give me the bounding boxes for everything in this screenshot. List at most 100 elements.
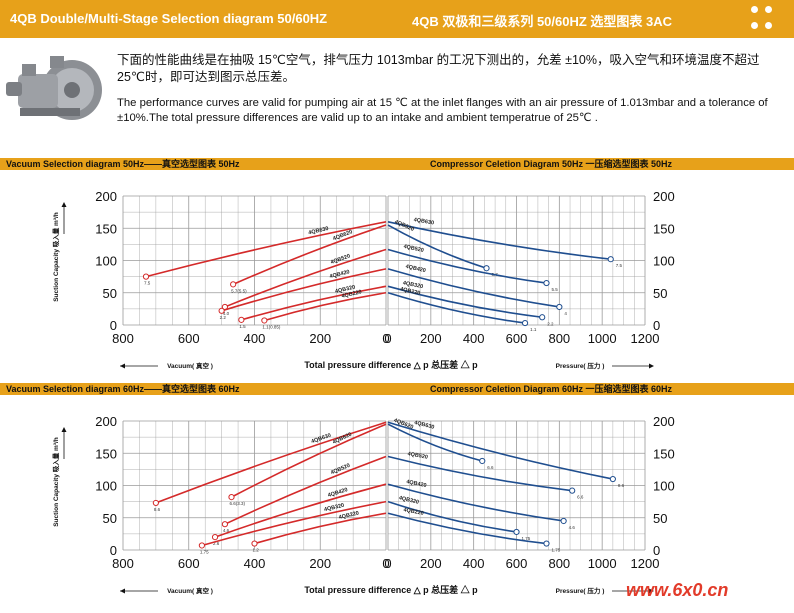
series-line: [387, 421, 614, 480]
endpoint-label: 7.5: [616, 263, 623, 268]
series-line: [224, 455, 387, 525]
y-axis-label: Suction Capacity 吸入量 m³/h: [51, 212, 60, 302]
series-line: [231, 423, 387, 498]
x-tick-label: 400: [463, 556, 485, 571]
series-name-label: 4QB630: [414, 420, 435, 431]
endpoint-label: 4.6: [223, 528, 230, 533]
series-line: [387, 455, 573, 492]
series-name-label: 4QB620: [394, 219, 415, 233]
series-name-label: 4QB320: [335, 284, 356, 294]
series-name-label: 4QB320: [324, 503, 345, 514]
series-line: [224, 248, 387, 308]
x-tick-label: 800: [548, 331, 570, 346]
title-chinese: 4QB 双极和三级系列 50/60HZ 选型图表 3AC: [412, 14, 673, 29]
endpoint-label: 4.0: [223, 311, 230, 316]
series-line: [387, 512, 547, 545]
y-tick-label: 200: [95, 414, 117, 429]
compressor-50hz-panel: 0 200 400 600 800 1000 12000501001502007.54QB6…: [384, 189, 674, 370]
series-endpoint: [218, 307, 225, 314]
endpoint-label: 1.1(0.85): [262, 324, 281, 329]
endpoint-label: 4.6: [569, 525, 576, 530]
compressor-60hz-panel: 0 200 400 600 800 1000 12000501001502008.64QB6…: [384, 414, 674, 595]
y-axis-label: Suction Capacity 吸入量 m³/h: [51, 437, 60, 527]
x-tick-label: 600: [506, 331, 528, 346]
y-tick-label: 0: [110, 543, 117, 558]
y-tick-label: 150: [95, 446, 117, 461]
watermark: www.6x0.cn: [626, 580, 729, 600]
y-tick-label: 50: [103, 511, 117, 526]
x-tick-label: 0: [382, 556, 389, 571]
x-tick-label: 200: [309, 556, 331, 571]
four-dots-icon: [750, 5, 774, 31]
y-tick-label: 150: [653, 446, 675, 461]
center-axis-label: Total pressure difference △ p 总压差 △ p: [304, 584, 478, 595]
arrow-head-icon: [120, 588, 125, 594]
series-name-label: 4QB630: [308, 226, 329, 236]
series-name-label: 4QB220: [399, 286, 420, 296]
series-endpoint: [609, 475, 616, 483]
x-tick-label: 1000: [588, 556, 617, 571]
series-line: [264, 291, 387, 322]
y-tick-label: 200: [95, 189, 117, 204]
endpoint-label: 1.75: [200, 549, 209, 554]
series-line: [221, 268, 387, 312]
series-line: [387, 483, 564, 522]
y-tick-label: 100: [95, 479, 117, 494]
x-tick-label: 600: [178, 331, 200, 346]
x-tick-label: 0: [384, 331, 391, 346]
series-endpoint: [228, 494, 235, 501]
series-line: [232, 224, 387, 286]
center-axis-label: Total pressure difference △ p 总压差 △ p: [304, 359, 478, 370]
series-name-label: 4QB320: [402, 280, 423, 290]
x-tick-label: 0: [384, 556, 391, 571]
series-endpoint: [539, 314, 546, 321]
series-line: [387, 221, 611, 261]
arrow-head-icon: [649, 363, 654, 369]
intro-chinese: 下面的性能曲线是在抽吸 15℃空气，排气压力 1013mbar 的工况下测出的，…: [117, 53, 760, 84]
title-bar: 4QB Double/Multi-Stage Selection diagram…: [0, 0, 794, 38]
series-endpoint: [152, 499, 159, 507]
endpoint-label: 6.6: [487, 465, 494, 470]
endpoint-label: 1.75: [522, 536, 531, 541]
x-axis-label: Vacuum( 真空 ): [167, 361, 213, 370]
series-line: [387, 285, 543, 319]
series-line: [387, 423, 483, 462]
series-name-label: 4QB420: [405, 264, 426, 274]
section-band-60hz: Vacuum Selection diagram 60Hz——真空选型图表 60…: [0, 383, 794, 395]
endpoint-label: 8.6: [154, 507, 161, 512]
vacuum-band-label: Vacuum Selection diagram 60Hz——真空选型图表 60…: [6, 384, 240, 394]
series-endpoint: [479, 457, 486, 465]
x-tick-label: 200: [309, 331, 331, 346]
endpoint-label: 2.2: [547, 321, 554, 326]
endpoint-label: 8.6: [618, 483, 625, 488]
series-endpoint: [556, 303, 563, 311]
arrow-head-icon: [61, 427, 67, 432]
y-tick-label: 0: [653, 318, 660, 333]
x-tick-label: 400: [244, 331, 266, 346]
endpoint-label: 5.7(5.5): [231, 288, 247, 293]
endpoint-label: 1.75: [551, 548, 560, 553]
series-endpoint: [607, 256, 614, 263]
series-endpoint: [513, 528, 520, 536]
vacuum-60hz-panel: 800 600 400 200 0 0 50 100 150 200 8.6 4QB630 6.6(3.…: [51, 414, 478, 595]
x-tick-label: 400: [244, 556, 266, 571]
x-tick-label: 800: [112, 331, 134, 346]
series-endpoint: [142, 273, 150, 280]
series-line: [387, 248, 547, 284]
series-name-label: 4QB320: [398, 495, 419, 506]
series-name-label: 4QB420: [327, 487, 348, 499]
series-endpoint: [560, 517, 567, 525]
x-tick-label: 600: [178, 556, 200, 571]
vacuum-50hz-panel: 800 600 400 200 0 0 50 100 150 200 7.5 4QB630 5.7(5.…: [51, 189, 478, 370]
x-tick-label: 1000: [588, 331, 617, 346]
x-tick-label: 1200: [631, 556, 660, 571]
arrow-head-icon: [649, 588, 654, 594]
section-band-50hz: Vacuum Selection diagram 50Hz——真空选型图表 50…: [0, 158, 794, 170]
endpoint-label: 1.2: [253, 548, 260, 553]
x-tick-label: 800: [112, 556, 134, 571]
series-name-label: 4QB520: [403, 244, 424, 254]
x-tick-label: 800: [548, 556, 570, 571]
y-tick-label: 50: [653, 511, 667, 526]
x-axis-label: Pressure( 压力 ): [556, 586, 605, 595]
blower-photo: [0, 44, 110, 130]
